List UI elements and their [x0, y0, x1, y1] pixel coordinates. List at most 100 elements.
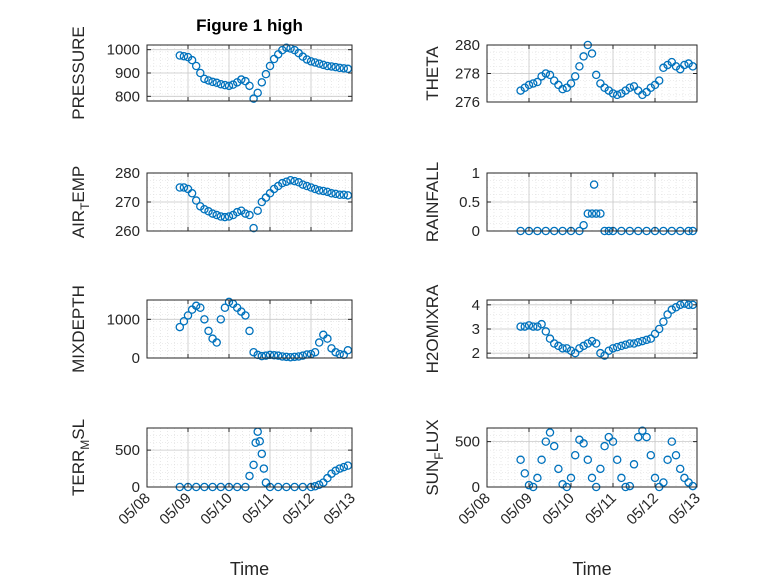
- data-point: [520, 322, 530, 331]
- data-point: [600, 441, 609, 451]
- data-point: [310, 347, 320, 357]
- y-axis-label: PRESSURE: [69, 26, 88, 120]
- x-tick-label: 05/11: [239, 490, 277, 528]
- data-point: [306, 57, 316, 66]
- subplot-2: 276 278 280 THETA: [423, 37, 698, 111]
- x-tick-label: 05/11: [582, 490, 620, 528]
- data-point: [549, 441, 559, 451]
- data-point: [306, 183, 316, 192]
- data-point: [298, 351, 308, 360]
- y-tick-label: 0: [472, 479, 480, 496]
- data-point: [642, 335, 651, 345]
- data-point: [524, 321, 534, 330]
- data-point: [196, 303, 205, 312]
- data-point: [528, 322, 538, 331]
- data-point: [617, 473, 626, 483]
- data-point: [335, 464, 344, 473]
- data-point: [249, 223, 258, 233]
- data-point: [583, 209, 593, 218]
- x-tick-label: 05/09: [497, 490, 536, 529]
- y-tick-label: 3: [472, 321, 480, 338]
- data-point: [579, 220, 588, 230]
- data-point: [558, 344, 567, 353]
- data-point: [583, 455, 593, 465]
- data-point: [261, 69, 271, 79]
- data-point: [253, 88, 262, 98]
- data-point: [541, 69, 551, 78]
- data-point: [642, 432, 651, 442]
- data-point: [562, 344, 572, 353]
- data-point: [179, 51, 189, 61]
- data-point: [241, 311, 250, 320]
- data-point: [520, 83, 530, 93]
- y-tick-label: 0.5: [459, 194, 480, 211]
- data-point: [663, 60, 672, 70]
- data-point: [257, 449, 267, 459]
- data-point: [524, 480, 534, 490]
- data-point: [253, 350, 262, 360]
- data-point: [591, 70, 601, 80]
- data-point: [600, 83, 609, 93]
- y-tick-label: 0: [132, 479, 140, 496]
- data-point: [224, 297, 234, 307]
- data-point: [570, 72, 580, 81]
- data-point: [650, 80, 660, 90]
- data-point: [319, 186, 328, 196]
- data-point: [537, 455, 546, 465]
- data-point: [286, 352, 295, 362]
- y-tick-label: 280: [455, 37, 480, 54]
- data-point: [633, 338, 643, 347]
- data-point: [667, 57, 677, 67]
- x-tick-label: 05/12: [623, 490, 662, 529]
- data-point: [331, 62, 340, 72]
- y-tick-label: 2: [472, 345, 480, 362]
- data-point: [331, 189, 340, 199]
- data-point: [608, 344, 618, 353]
- y-tick-label: 4: [472, 297, 480, 314]
- data-point: [335, 63, 344, 73]
- data-point: [612, 455, 622, 465]
- data-point: [200, 315, 209, 324]
- data-point: [187, 189, 197, 198]
- data-point: [265, 350, 275, 360]
- data-point: [675, 64, 685, 74]
- data-point: [228, 80, 238, 89]
- data-point: [212, 210, 221, 220]
- data-point: [245, 326, 254, 336]
- data-point: [680, 60, 689, 70]
- subplot-4: 0 0.5 1 RAINFALL: [423, 162, 698, 242]
- data-point: [187, 55, 197, 65]
- data-point: [257, 78, 267, 87]
- y-axis-label: AIRTEMP: [69, 166, 92, 239]
- data-point: [625, 339, 635, 348]
- data-point: [667, 437, 677, 446]
- data-point: [245, 81, 254, 91]
- data-point: [224, 81, 234, 91]
- subplot-3: 260 270 280 AIRTEMP: [69, 165, 353, 240]
- data-point: [617, 89, 626, 98]
- data-point: [566, 473, 576, 483]
- y-tick-label: 280: [115, 165, 140, 182]
- x-tick-label: 05/12: [279, 490, 318, 529]
- data-point: [314, 480, 324, 490]
- data-point: [314, 186, 324, 195]
- data-point: [625, 481, 635, 491]
- data-point: [533, 473, 542, 483]
- axes-box: [486, 427, 698, 488]
- y-tick-label: 270: [115, 194, 140, 211]
- data-point: [319, 60, 328, 70]
- data-point: [621, 340, 630, 349]
- data-point: [224, 212, 234, 221]
- data-point: [558, 480, 567, 489]
- data-point: [646, 450, 656, 460]
- data-point: [562, 83, 572, 93]
- data-point: [638, 336, 647, 346]
- data-point: [273, 351, 283, 360]
- data-point: [294, 352, 303, 361]
- data-point: [583, 339, 593, 348]
- data-point: [646, 334, 656, 343]
- data-point: [216, 212, 226, 221]
- data-point: [612, 90, 622, 100]
